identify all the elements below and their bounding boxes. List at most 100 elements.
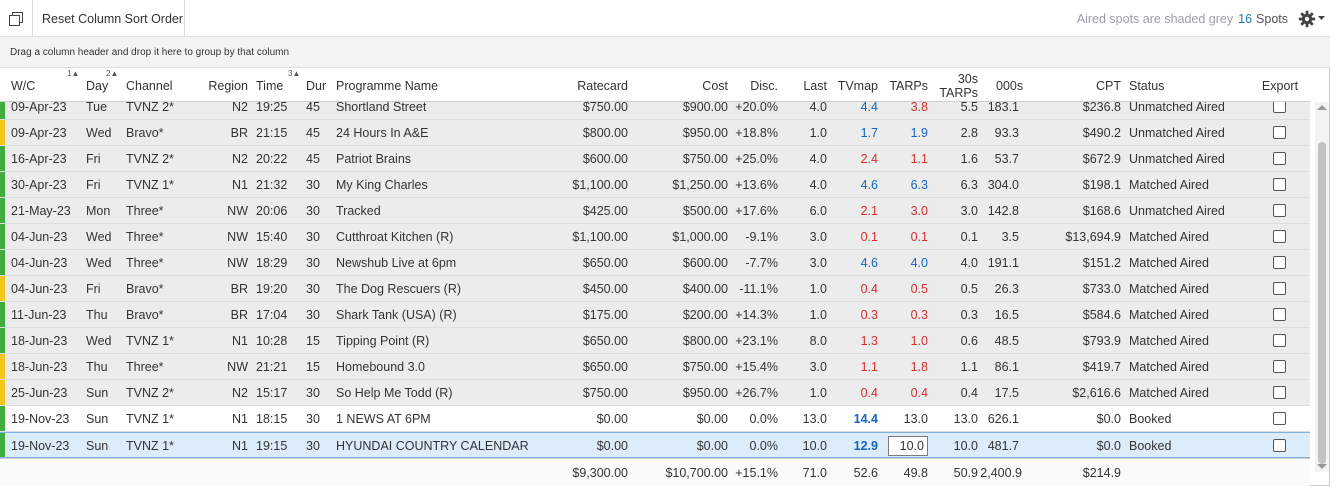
export-checkbox[interactable] — [1273, 334, 1286, 347]
cell-status: Unmatched Aired — [1129, 102, 1225, 114]
export-checkbox[interactable] — [1273, 178, 1286, 191]
cell-wc: 21-May-23 — [11, 204, 71, 218]
col-header-time[interactable]: Time — [256, 79, 284, 93]
cell-last: 4.0 — [809, 178, 827, 192]
grid-header: W/C 1▲ Day 2▲ Channel Region Time 3▲ Dur… — [0, 68, 1310, 102]
col-header-export[interactable]: Export — [1261, 79, 1299, 93]
table-row[interactable]: 18-Jun-23 Thu Three* NW 21:21 15 Homebound 3.0… — [0, 354, 1310, 380]
table-row[interactable]: 11-Jun-23 Thu Bravo* BR 17:04 30 Shark Tank (U… — [0, 302, 1310, 328]
cell-tvmap: 0.3 — [860, 308, 878, 322]
col-header-status[interactable]: Status — [1129, 79, 1165, 93]
cell-time: 17:04 — [256, 308, 288, 322]
col-header-programme[interactable]: Programme Name — [336, 79, 439, 93]
col-header-cpt[interactable]: CPT — [1096, 79, 1121, 93]
cell-cpt: $733.0 — [1082, 282, 1121, 296]
toolbar: Reset Column Sort Order Aired spots are … — [0, 0, 1330, 37]
cell-status: Matched Aired — [1129, 178, 1209, 192]
col-header-disc[interactable]: Disc. — [750, 79, 778, 93]
cell-ratecard: $650.00 — [582, 334, 628, 348]
status-stripe — [0, 406, 5, 431]
reset-sort-button[interactable]: Reset Column Sort Order — [33, 0, 185, 37]
export-checkbox[interactable] — [1273, 152, 1286, 165]
cell-cpt: $0.0 — [1096, 412, 1121, 426]
cell-cost: $1,250.00 — [672, 178, 728, 192]
cell-channel: Bravo* — [126, 308, 164, 322]
export-checkbox[interactable] — [1273, 386, 1286, 399]
settings-menu-button[interactable] — [1292, 0, 1330, 37]
cell-time: 19:20 — [256, 282, 288, 296]
export-checkbox[interactable] — [1273, 204, 1286, 217]
col-header-tarps30[interactable]: 30s TARPs — [939, 72, 978, 100]
export-checkbox[interactable] — [1273, 102, 1286, 113]
cell-region: NW — [227, 256, 248, 270]
col-header-wc[interactable]: W/C — [11, 79, 36, 93]
table-row[interactable]: 25-Jun-23 Sun TVNZ 2* N2 15:17 30 So Help Me T… — [0, 380, 1310, 406]
cell-status: Booked — [1129, 439, 1172, 453]
table-row[interactable]: 19-Nov-23 Sun TVNZ 1* N1 18:15 30 1 NEWS AT 6P… — [0, 406, 1310, 432]
cell-ratecard: $1,100.00 — [572, 230, 628, 244]
col-header-tvmap[interactable]: TVmap — [837, 79, 878, 93]
cell-region: BR — [230, 308, 248, 322]
table-row[interactable]: 04-Jun-23 Fri Bravo* BR 19:20 30 The Dog Rescu… — [0, 276, 1310, 302]
cell-tvmap: 2.1 — [860, 204, 878, 218]
table-row[interactable]: 16-Apr-23 Fri TVNZ 2* N2 20:22 45 Patriot Brai… — [0, 146, 1310, 172]
table-row[interactable]: 09-Apr-23 Tue TVNZ 2* N2 19:25 45 Shortland St… — [0, 102, 1310, 120]
col-header-region[interactable]: Region — [208, 79, 248, 93]
cell-ratecard: $650.00 — [582, 256, 628, 270]
cell-time: 21:21 — [256, 360, 288, 374]
group-by-drop-zone[interactable]: Drag a column header and drop it here to… — [0, 37, 1330, 68]
cell-last: 1.0 — [809, 282, 827, 296]
cell-programme: Newshub Live at 6pm — [336, 256, 457, 270]
total-tarps30: 50.9 — [953, 466, 978, 480]
cell-channel: Three* — [126, 360, 164, 374]
col-header-last[interactable]: Last — [803, 79, 827, 93]
cell-programme: HYUNDAI COUNTRY CALENDAR — [336, 439, 529, 453]
cell-k000s: 86.1 — [994, 360, 1019, 374]
scroll-up-icon[interactable] — [1317, 105, 1327, 110]
table-row[interactable]: 19-Nov-23 Sun TVNZ 1* N1 19:15 30 HYUNDAI COUN… — [0, 432, 1310, 458]
col-header-ratecard[interactable]: Ratecard — [577, 79, 628, 93]
table-row[interactable]: 30-Apr-23 Fri TVNZ 1* N1 21:32 30 My King Char… — [0, 172, 1310, 198]
export-checkbox[interactable] — [1273, 126, 1286, 139]
cell-channel: TVNZ 1* — [126, 334, 174, 348]
vertical-scrollbar[interactable] — [1315, 102, 1329, 472]
col-header-000s[interactable]: 000s — [996, 79, 1024, 93]
col-header-day[interactable]: Day — [86, 79, 109, 93]
spot-summary: Aired spots are shaded grey 16 Spots — [1077, 0, 1288, 37]
export-checkbox[interactable] — [1273, 412, 1286, 425]
cell-ratecard: $650.00 — [582, 360, 628, 374]
spots-label: Spots — [1256, 11, 1288, 26]
table-row[interactable]: 04-Jun-23 Wed Three* NW 15:40 30 Cutthroat Kit… — [0, 224, 1310, 250]
export-checkbox[interactable] — [1273, 282, 1286, 295]
cell-cost: $800.00 — [682, 334, 728, 348]
cell-tvmap: 0.4 — [860, 386, 878, 400]
col-header-dur[interactable]: Dur — [306, 79, 327, 93]
scroll-thumb[interactable] — [1318, 142, 1326, 464]
export-checkbox[interactable] — [1273, 360, 1286, 373]
cell-status: Matched Aired — [1129, 360, 1209, 374]
export-checkbox[interactable] — [1273, 256, 1286, 269]
cell-dur: 45 — [306, 102, 320, 114]
col-header-tarps[interactable]: TARPs — [889, 79, 928, 93]
cell-day: Sun — [86, 412, 109, 426]
table-row[interactable]: 09-Apr-23 Wed Bravo* BR 21:15 45 24 Hours In A… — [0, 120, 1310, 146]
export-checkbox[interactable] — [1273, 230, 1286, 243]
cell-ratecard: $0.00 — [596, 439, 628, 453]
scroll-down-icon[interactable] — [1317, 464, 1327, 469]
copy-layout-button[interactable] — [0, 0, 33, 37]
cell-ratecard: $600.00 — [582, 152, 628, 166]
tarps-edit-field[interactable]: 10.0 — [888, 436, 928, 456]
export-checkbox[interactable] — [1273, 308, 1286, 321]
cell-disc: -11.1% — [739, 282, 778, 296]
table-row[interactable]: 18-Jun-23 Wed TVNZ 1* N1 10:28 15 Tipping Poin… — [0, 328, 1310, 354]
export-checkbox[interactable] — [1273, 439, 1286, 452]
col-header-cost[interactable]: Cost — [702, 79, 728, 93]
col-header-channel[interactable]: Channel — [126, 79, 173, 93]
cell-k000s: 16.5 — [994, 308, 1019, 322]
cell-tarps30: 1.1 — [960, 360, 978, 374]
cell-wc: 09-Apr-23 — [11, 126, 67, 140]
cell-cost: $400.00 — [682, 282, 728, 296]
table-row[interactable]: 04-Jun-23 Wed Three* NW 18:29 30 Newshub Live … — [0, 250, 1310, 276]
table-row[interactable]: 21-May-23 Mon Three* NW 20:06 30 Tracked $425.0… — [0, 198, 1310, 224]
cell-channel: TVNZ 1* — [126, 439, 174, 453]
